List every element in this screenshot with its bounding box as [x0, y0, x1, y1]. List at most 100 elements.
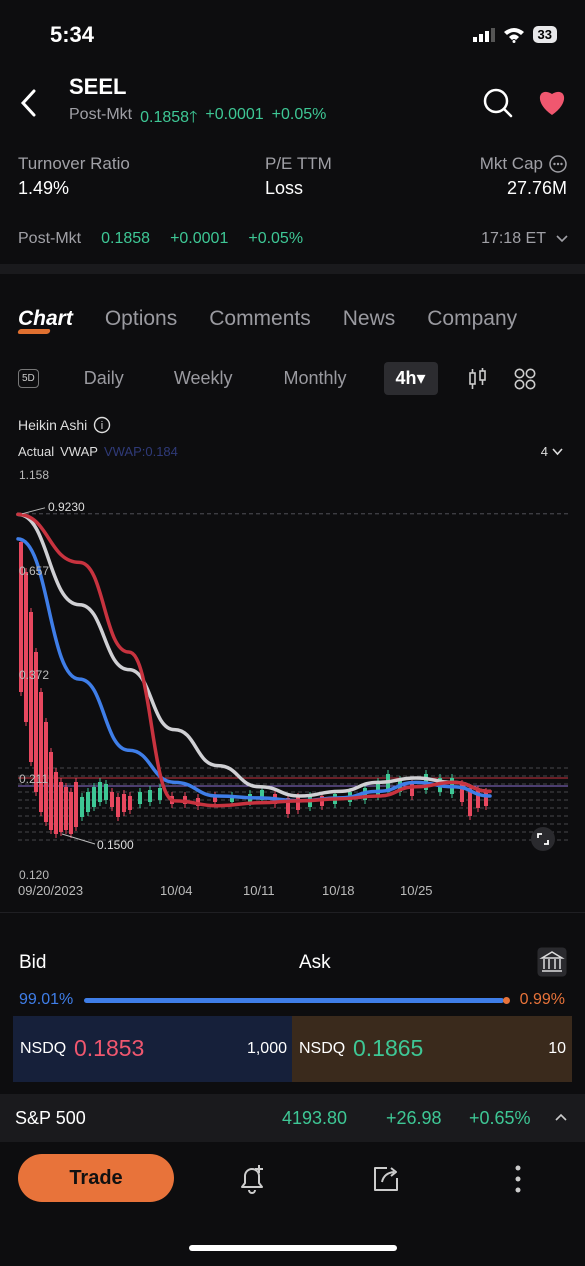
market-cap: Mkt Cap 27.76M: [480, 154, 567, 199]
candle-body: [34, 652, 38, 792]
chevron-down-icon: [552, 447, 563, 455]
period-weekly[interactable]: Weekly: [173, 368, 233, 388]
tab-company[interactable]: Company: [427, 307, 518, 330]
ask-percent: 0.99%: [519, 991, 565, 1008]
candle-body: [476, 790, 480, 808]
index-pct: +0.65%: [469, 1108, 531, 1128]
bid-label: Bid: [19, 952, 47, 973]
trade-button[interactable]: Trade: [18, 1154, 174, 1202]
candle-body: [19, 542, 23, 692]
candle-body: [138, 792, 142, 804]
x-tick-label: 10/04: [160, 883, 193, 898]
series-line-1: [16, 537, 492, 803]
candle-body: [468, 788, 472, 816]
candle-body: [80, 797, 84, 817]
up-arrow-icon: 🡑: [189, 109, 198, 126]
back-arrow-icon[interactable]: [18, 88, 40, 118]
ask-row[interactable]: NSDQ 0.1865 10: [292, 1016, 572, 1082]
search-icon[interactable]: [483, 88, 513, 118]
pe-ttm: P/E TTM Loss: [265, 154, 332, 199]
legend-vwap-value: VWAP:0.184: [103, 444, 178, 459]
y-tick-label: 0.211: [19, 772, 48, 786]
candle-body: [110, 792, 114, 807]
fullscreen-icon[interactable]: [530, 826, 556, 852]
indicator-count[interactable]: 4: [541, 444, 563, 459]
more-options-icon[interactable]: [549, 155, 567, 173]
x-tick-label: 10/25: [400, 883, 433, 898]
chart-type-label: Heikin Ashi: [18, 417, 88, 433]
candle-body: [296, 797, 300, 810]
index-ticker-bar[interactable]: S&P 500 4193.80 +26.98 +0.65%: [0, 1094, 585, 1142]
y-tick-label: 0.657: [19, 564, 49, 578]
candle-body: [116, 797, 120, 817]
candle-body: [213, 796, 217, 802]
grid-layout-icon[interactable]: [514, 368, 536, 390]
candle-body: [74, 782, 78, 827]
period-5d[interactable]: 5D: [18, 369, 39, 388]
info-icon[interactable]: i: [93, 416, 111, 434]
high-pointer: [21, 507, 46, 515]
post-row-time-toggle[interactable]: 17:18 ET: [481, 230, 568, 248]
tab-chart[interactable]: Chart: [18, 307, 73, 330]
candle-body: [44, 722, 48, 822]
candle-body: [98, 782, 102, 802]
more-vertical-icon[interactable]: [512, 1164, 524, 1194]
post-price: 0.1858🡑: [140, 109, 198, 126]
index-change: +26.98: [386, 1108, 442, 1128]
wifi-icon: [503, 27, 524, 43]
bid-ask-ratio-bar: [84, 998, 504, 1003]
tab-comments[interactable]: Comments: [209, 307, 311, 330]
y-tick-label: 1.158: [19, 468, 49, 482]
x-tick-label: 10/18: [322, 883, 355, 898]
period-monthly[interactable]: Monthly: [283, 368, 347, 388]
bid-size: 1,000: [246, 1040, 287, 1057]
post-row-price: 0.1858: [101, 230, 151, 247]
post-row-change: +0.0001: [170, 230, 229, 247]
candle-body: [128, 796, 132, 810]
share-icon[interactable]: [371, 1164, 401, 1194]
period-4h[interactable]: 4h▾: [383, 362, 438, 395]
candle-body: [104, 784, 108, 800]
turnover-value: 1.49%: [18, 178, 70, 198]
heart-icon[interactable]: [537, 88, 567, 116]
mktcap-value: 27.76M: [506, 178, 567, 198]
candle-body: [29, 612, 33, 762]
ask-label: Ask: [299, 952, 331, 973]
ask-price: 0.1865: [353, 1035, 424, 1061]
low-pointer: [61, 833, 96, 845]
turnover-label: Turnover Ratio: [18, 154, 130, 173]
turnover-ratio: Turnover Ratio 1.49%: [18, 154, 130, 199]
x-tick-label: 10/11: [243, 883, 275, 898]
alert-bell-icon[interactable]: [237, 1163, 267, 1195]
period-daily[interactable]: Daily: [83, 368, 124, 388]
bid-row[interactable]: NSDQ 0.1853 1,000: [13, 1016, 292, 1082]
mktcap-label: Mkt Cap: [479, 154, 543, 173]
legend-vwap[interactable]: VWAP: [60, 444, 98, 459]
candle-body: [460, 784, 464, 802]
post-change: +0.0001: [205, 106, 264, 123]
tab-news[interactable]: News: [342, 307, 396, 330]
chart-type-row[interactable]: Heikin Ashi i: [18, 416, 111, 434]
chevron-down-icon: [556, 235, 568, 243]
candle-body: [49, 752, 53, 830]
bid-exchange: NSDQ: [20, 1040, 67, 1057]
legend-actual[interactable]: Actual: [18, 444, 55, 459]
divider: [0, 912, 585, 913]
candle-body: [230, 796, 234, 802]
indicator-count-value: 4: [540, 444, 548, 459]
y-tick-label: 0.120: [19, 868, 49, 882]
candle-body: [158, 788, 162, 800]
candle-body: [484, 792, 488, 806]
candle-body: [376, 782, 380, 796]
exchange-icon[interactable]: [537, 947, 567, 977]
indicator-icon[interactable]: [468, 367, 488, 390]
chart-legend-row: Actual VWAP VWAP:0.184: [18, 444, 178, 459]
ticker-symbol: SEEL: [69, 74, 127, 99]
svg-text:i: i: [101, 420, 103, 432]
tab-options[interactable]: Options: [104, 307, 178, 330]
candle-body: [39, 692, 43, 812]
series-line-2: [16, 512, 492, 808]
chevron-up-icon[interactable]: [555, 1113, 567, 1121]
battery-icon: 33: [532, 26, 557, 43]
